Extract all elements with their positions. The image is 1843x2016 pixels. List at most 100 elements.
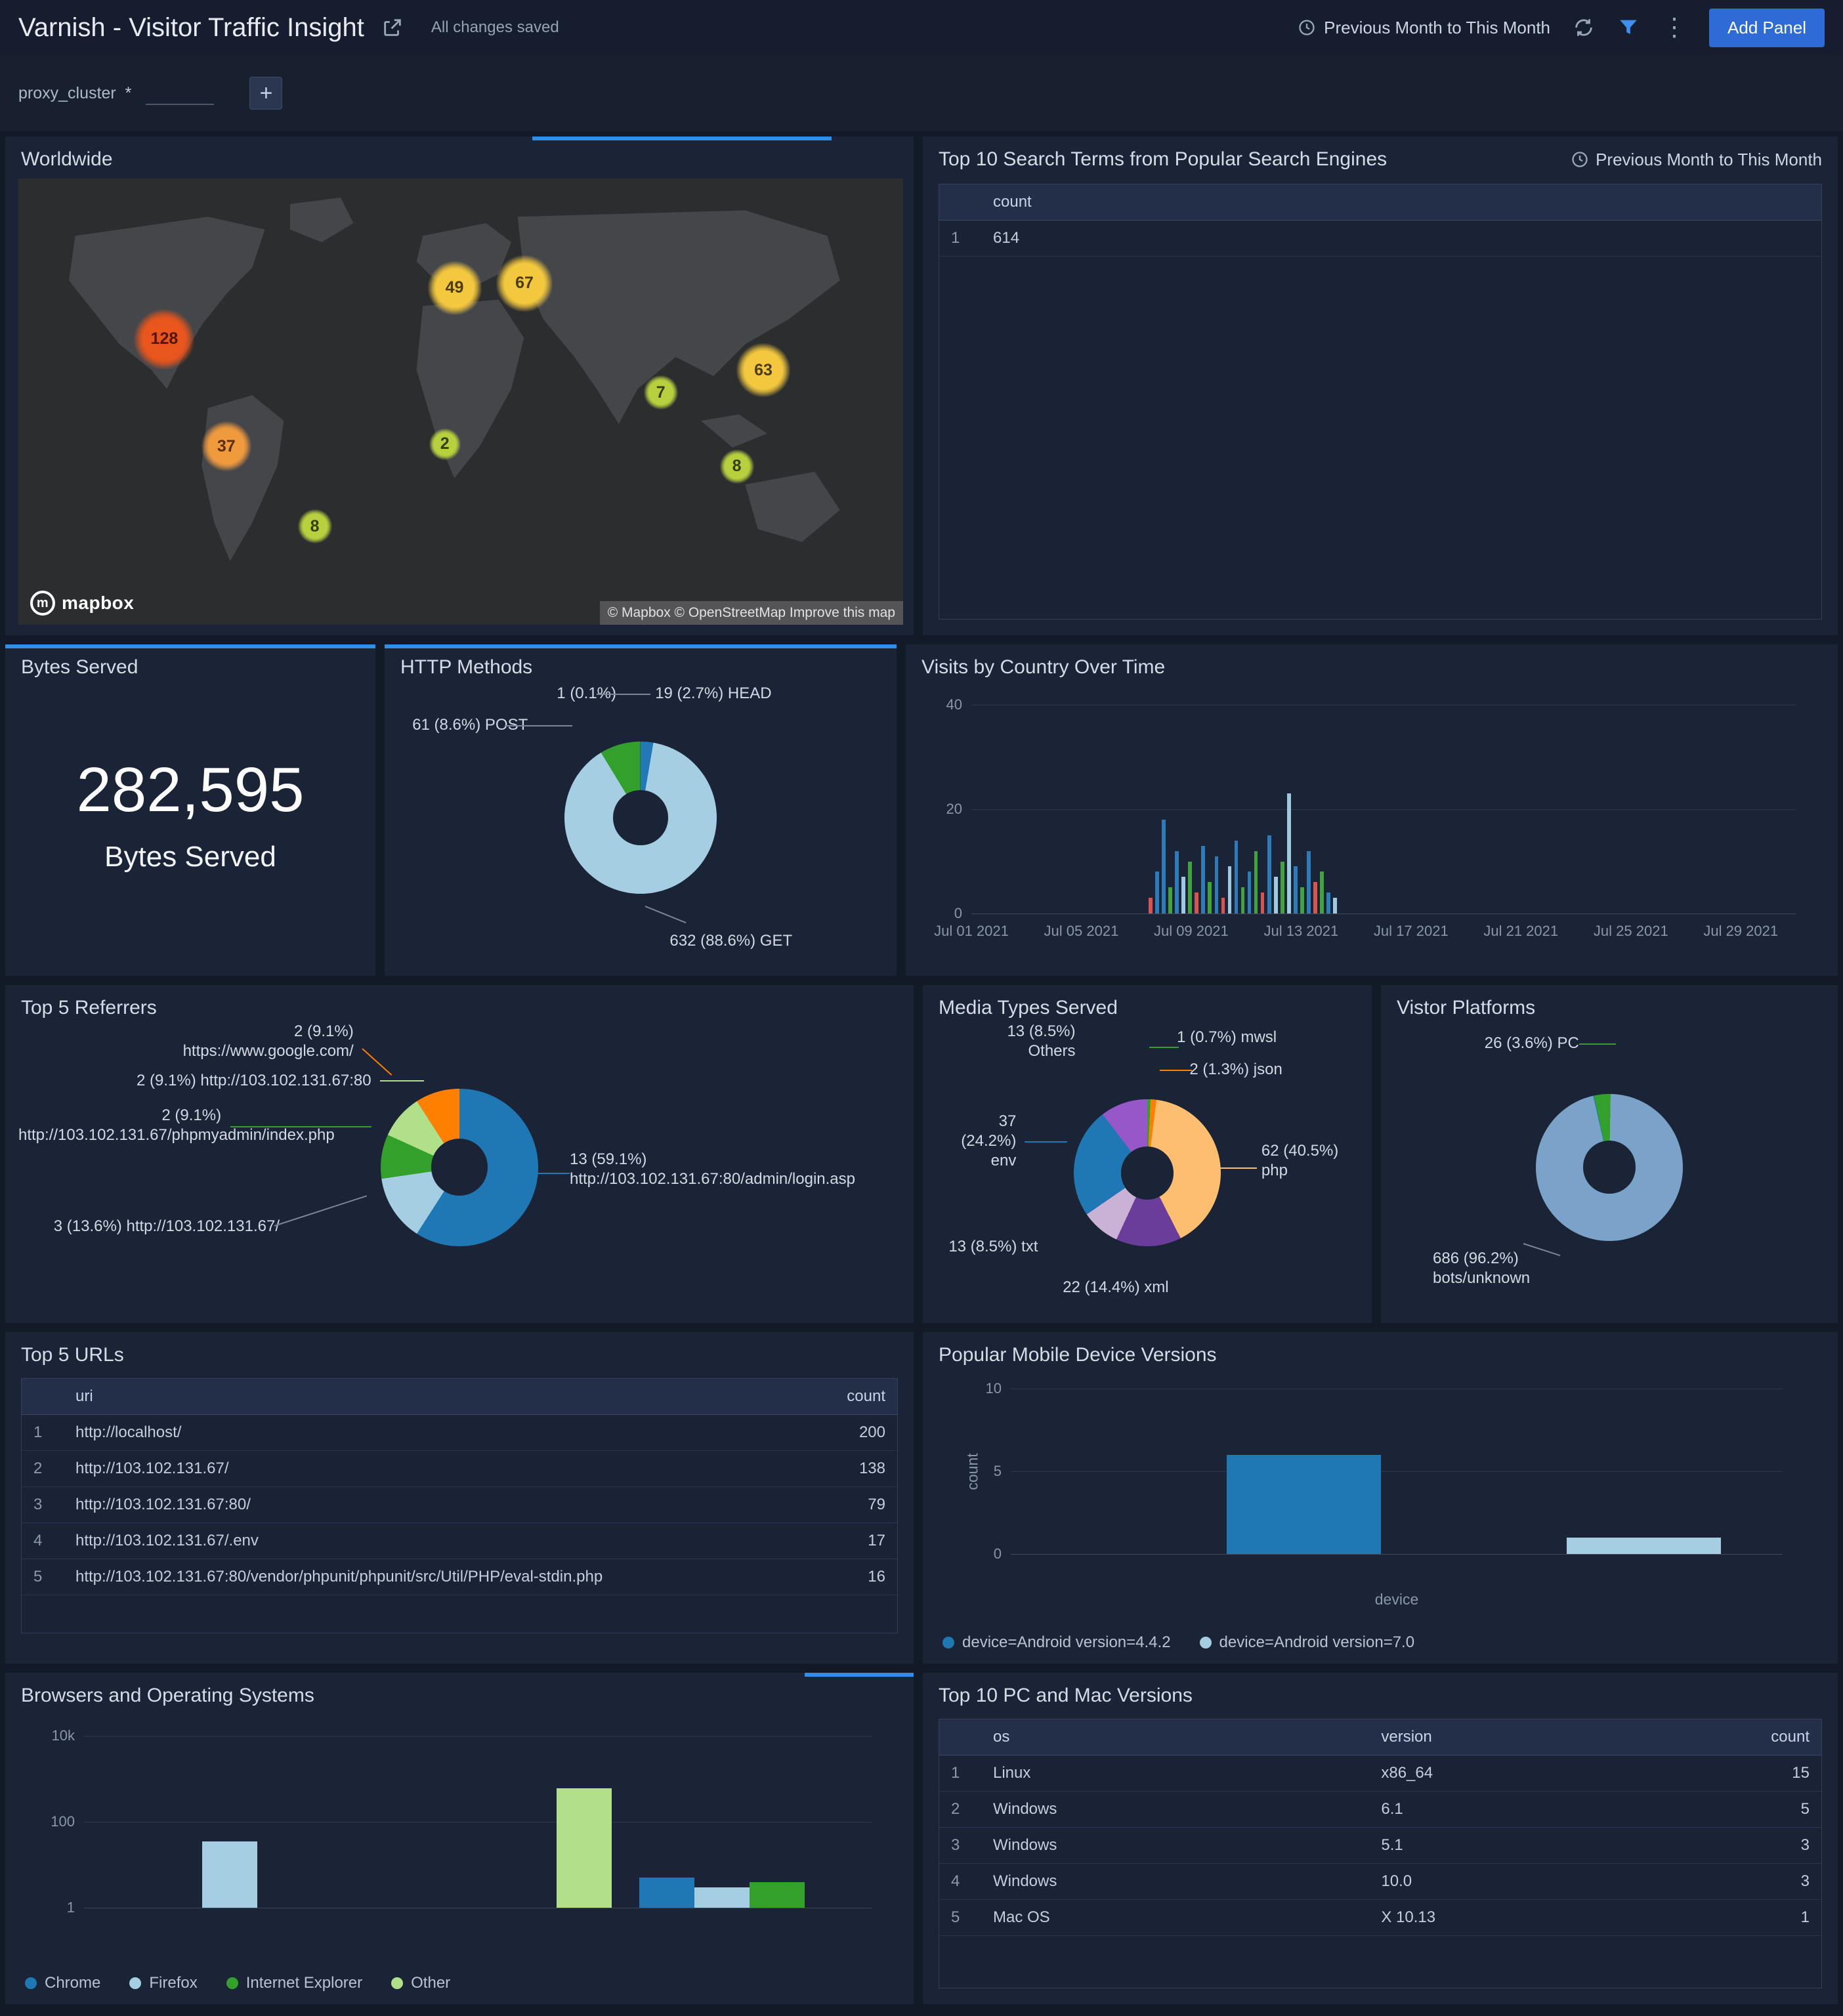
panel-time-range[interactable]: Previous Month to This Month (1571, 150, 1822, 170)
bar[interactable] (1247, 872, 1252, 914)
bar[interactable] (1313, 882, 1317, 914)
bar[interactable] (1260, 892, 1265, 914)
leader-line (534, 1173, 570, 1175)
legend-item[interactable]: Firefox (129, 1974, 198, 1992)
bar[interactable] (1227, 1454, 1382, 1554)
bar[interactable] (1155, 872, 1159, 914)
map-bubble[interactable]: 2 (429, 428, 461, 460)
map-bubble[interactable]: 37 (201, 421, 251, 471)
bar[interactable] (557, 1788, 612, 1908)
slice-label-php: 62 (40.5%) php (1261, 1141, 1339, 1179)
legend-item[interactable]: Chrome (25, 1974, 100, 1992)
map-bubble[interactable]: 49 (427, 261, 482, 315)
bar[interactable] (1175, 850, 1179, 914)
filter-icon[interactable] (1617, 16, 1640, 39)
panel-title: Top 5 Referrers (21, 997, 157, 1018)
x-tick: Jul 09 2021 (1153, 923, 1229, 939)
world-map[interactable]: 128 37 8 49 67 2 7 63 8 m mapbox © Mapbox © Open… (18, 178, 903, 625)
bar[interactable] (1333, 898, 1338, 914)
leader-line (645, 906, 687, 923)
bar[interactable] (202, 1841, 257, 1908)
column-header-blank[interactable] (939, 1719, 981, 1755)
bar[interactable] (1273, 877, 1278, 914)
map-bubble[interactable]: 67 (496, 255, 553, 312)
column-header-version[interactable]: version (1369, 1719, 1736, 1755)
bar[interactable] (1326, 892, 1330, 914)
bar[interactable] (639, 1878, 694, 1908)
legend-item[interactable]: device=Android version=4.4.2 (943, 1633, 1171, 1652)
slice-label-pc: 26 (3.6%) PC (1484, 1034, 1579, 1052)
bar[interactable] (1307, 850, 1311, 914)
bar[interactable] (1188, 861, 1192, 914)
bar[interactable] (1149, 898, 1153, 914)
proxy-cluster-input[interactable] (146, 81, 215, 105)
panel-title: Top 5 URLs (21, 1344, 124, 1366)
table-row[interactable]: 5 http://103.102.131.67:80/vendor/phpunit… (22, 1559, 897, 1595)
table-row[interactable]: 1 614 (939, 220, 1821, 257)
table-row[interactable]: 2 http://103.102.131.67/138 (22, 1450, 897, 1487)
platforms-donut[interactable] (1536, 1093, 1683, 1241)
bar[interactable] (1195, 892, 1199, 914)
panel-title: Top 10 Search Terms from Popular Search … (939, 148, 1388, 170)
add-panel-button[interactable]: Add Panel (1709, 8, 1825, 47)
table-row[interactable]: 1 http://localhost/200 (22, 1414, 897, 1451)
map-bubble[interactable]: 8 (297, 509, 332, 544)
panel-mobile-device-versions: Popular Mobile Device Versions 10 5 0 co… (923, 1332, 1838, 1664)
add-filter-button[interactable]: + (249, 77, 283, 110)
bar[interactable] (1208, 882, 1212, 914)
media-types-donut[interactable] (1074, 1099, 1221, 1247)
share-icon[interactable] (381, 16, 404, 39)
map-bubble[interactable]: 7 (643, 375, 678, 410)
table-row[interactable]: 1 Linux x86_64 15 (939, 1755, 1821, 1792)
time-range-selector[interactable]: Previous Month to This Month (1298, 18, 1550, 38)
bar[interactable] (1294, 866, 1298, 914)
bar[interactable] (1181, 877, 1185, 914)
bar[interactable] (1300, 887, 1304, 914)
bar[interactable] (1221, 898, 1225, 914)
refresh-icon[interactable] (1573, 16, 1595, 39)
table-row[interactable]: 2 Windows 6.1 5 (939, 1791, 1821, 1828)
table-row[interactable]: 4 Windows 10.0 3 (939, 1863, 1821, 1900)
map-bubble[interactable]: 8 (719, 449, 754, 484)
bar[interactable] (1214, 856, 1219, 914)
bar[interactable] (1287, 793, 1291, 914)
bar[interactable] (1320, 872, 1324, 914)
table-row[interactable]: 3 http://103.102.131.67:80/79 (22, 1486, 897, 1523)
map-attribution[interactable]: © Mapbox © OpenStreetMap Improve this ma… (599, 601, 903, 625)
column-header-count[interactable]: count (1736, 1719, 1821, 1755)
column-header-count[interactable]: count (981, 184, 1821, 220)
bar[interactable] (1281, 861, 1284, 914)
column-header-blank[interactable] (939, 184, 981, 220)
http-methods-donut[interactable] (564, 741, 717, 894)
bar[interactable] (1267, 835, 1271, 914)
bar[interactable] (1227, 866, 1232, 914)
loading-bar (5, 644, 375, 648)
bar[interactable] (1254, 850, 1258, 914)
map-bubble[interactable]: 63 (736, 343, 791, 398)
bubble-layer: 128 37 8 49 67 2 7 63 8 (18, 178, 903, 625)
legend-item[interactable]: Internet Explorer (226, 1974, 362, 1992)
bar[interactable] (1201, 845, 1206, 914)
column-header-count[interactable]: count (812, 1379, 897, 1415)
kebab-menu-icon[interactable]: ⋮ (1662, 14, 1687, 41)
table-row[interactable]: 4 http://103.102.131.67/.env 17 (22, 1522, 897, 1559)
bar[interactable] (1162, 819, 1166, 914)
legend-item[interactable]: Other (391, 1974, 450, 1992)
map-bubble[interactable]: 128 (134, 308, 195, 369)
bar[interactable] (694, 1887, 750, 1908)
bar[interactable] (1240, 887, 1245, 914)
bar[interactable] (1566, 1537, 1721, 1554)
column-header-os[interactable]: os (981, 1719, 1370, 1755)
column-header-blank[interactable] (22, 1379, 64, 1415)
legend-dot (943, 1637, 954, 1648)
referrers-donut[interactable] (381, 1088, 538, 1246)
bar[interactable] (1168, 887, 1172, 914)
legend-item[interactable]: device=Android version=7.0 (1199, 1633, 1414, 1652)
mapbox-logo[interactable]: m mapbox (30, 591, 134, 616)
bar[interactable] (1234, 840, 1239, 914)
bar[interactable] (750, 1881, 805, 1908)
table-row[interactable]: 5 Mac OS X 10.13 1 (939, 1899, 1821, 1936)
slice-label-others: 13 (8.5%) Others (1007, 1022, 1076, 1060)
column-header-uri[interactable]: uri (64, 1379, 812, 1415)
table-row[interactable]: 3 Windows 5.1 3 (939, 1827, 1821, 1864)
